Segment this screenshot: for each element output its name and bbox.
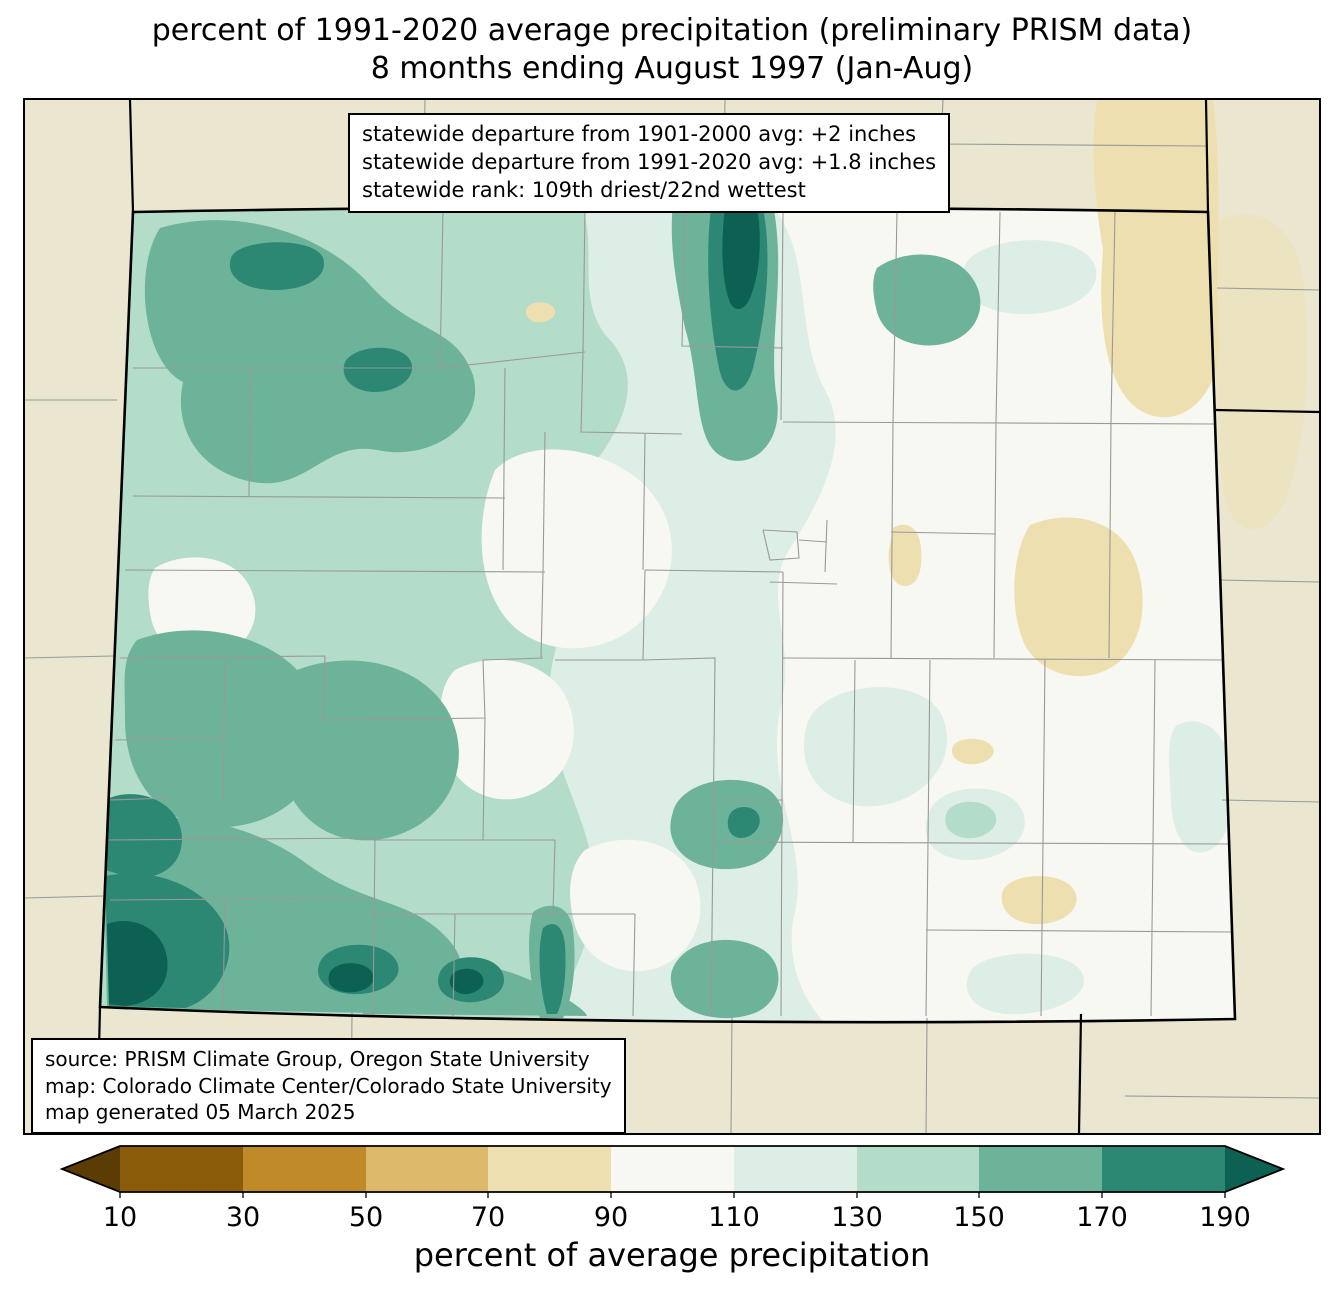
county-lines [104,209,1234,1017]
colorbar-cell-150-170 [979,1146,1102,1192]
precip-blob [539,924,566,1014]
precip-blob [767,207,1235,1023]
region-70-90-northeast [1093,100,1308,530]
county-lines-central [373,519,838,1017]
county-lines-east [712,211,1234,1017]
county-lines-northwest [104,209,784,1017]
tick-label-10: 10 [103,1202,137,1233]
colorbar-cell-10-30 [120,1146,243,1192]
colorbar-cell-50-70 [366,1146,488,1192]
colorbar-cell-170-190 [1102,1146,1225,1192]
precip-blob [107,921,168,1006]
precip-blob [343,347,413,392]
precip-blob [144,220,476,484]
precip-blob [328,963,374,993]
precip-blob [803,687,947,807]
colorbar-cell-90-110 [611,1146,734,1192]
tick-label-90: 90 [594,1202,628,1233]
precip-blob [449,968,484,995]
precip-blob [1014,517,1143,677]
region-190-plus [107,208,760,1006]
stats-box: statewide departure from 1901-2000 avg: … [348,113,951,213]
source-line-3: map generated 05 March 2025 [45,1100,356,1125]
precip-blob [570,839,701,972]
precip-blob [966,953,1084,1015]
colorbar-canvas: 10 30 50 70 90 110 130 150 170 190 [59,1145,1286,1233]
precip-fill-layer [100,207,1235,1023]
tick-label-50: 50 [349,1202,383,1233]
title-line-1: percent of 1991-2020 average precipitati… [151,13,1193,48]
colorbar-axis-label: percent of average precipitation [413,1236,931,1274]
colorbar: 10 30 50 70 90 110 130 150 170 190 [0,1140,1344,1240]
colorbar-cell-130-150 [857,1146,979,1192]
source-line-1: source: PRISM Climate Group, Oregon Stat… [45,1047,590,1071]
precip-blob [873,254,981,346]
stats-line-1: statewide departure from 1901-2000 avg: … [362,122,917,146]
tick-label-190: 190 [1199,1202,1251,1233]
precip-blob [105,794,182,879]
region-70-90 [525,302,1143,925]
tick-label-150: 150 [953,1202,1005,1233]
source-line-2: map: Colorado Climate Center/Colorado St… [45,1073,612,1098]
source-box: source: PRISM Climate Group, Oregon Stat… [31,1038,626,1133]
tick-label-30: 30 [226,1202,260,1233]
title-line-2: 8 months ending August 1997 (Jan-Aug) [370,51,974,87]
tick-label-110: 110 [708,1202,760,1233]
colorbar-cell-30-50 [243,1146,366,1192]
precip-blob [1215,214,1308,530]
figure-title: percent of 1991-2020 average precipitati… [0,12,1344,89]
precip-blob [962,240,1097,315]
precip-blob [670,779,784,870]
tick-label-130: 130 [831,1202,883,1233]
tick-label-70: 70 [471,1202,505,1233]
precip-blob [670,939,779,1019]
precip-blob [1001,876,1077,925]
map-canvas [25,100,1319,1133]
precip-blob [1093,100,1220,418]
precip-blob [945,801,997,839]
precip-blob [951,738,994,765]
colorbar-cell-110-130 [734,1146,857,1192]
precip-blob [525,302,556,323]
precip-blob [722,208,760,309]
precip-blob [440,659,574,800]
region-90-110 [767,207,1235,1023]
colorbar-cell-70-90 [488,1146,611,1192]
region-90-110-holes [148,449,701,972]
colorbar-arrow-high [1225,1146,1283,1192]
colorbar-ticks [119,1192,1226,1198]
neighbor-state-path [95,100,1319,1133]
stats-line-3: statewide rank: 109th driest/22nd wettes… [362,177,806,202]
precip-blob [727,807,760,838]
colorbar-arrow-low [62,1146,120,1192]
map: statewide departure from 1901-2000 avg: … [23,98,1321,1135]
precip-blob [888,524,922,586]
stats-line-2: statewide departure from 1991-2020 avg: … [362,149,937,174]
tick-label-170: 170 [1076,1202,1128,1233]
precip-blob [481,449,672,649]
precip-blob [1169,721,1233,853]
neighbor-state-borders [95,100,1319,1133]
precip-blob [229,242,324,290]
